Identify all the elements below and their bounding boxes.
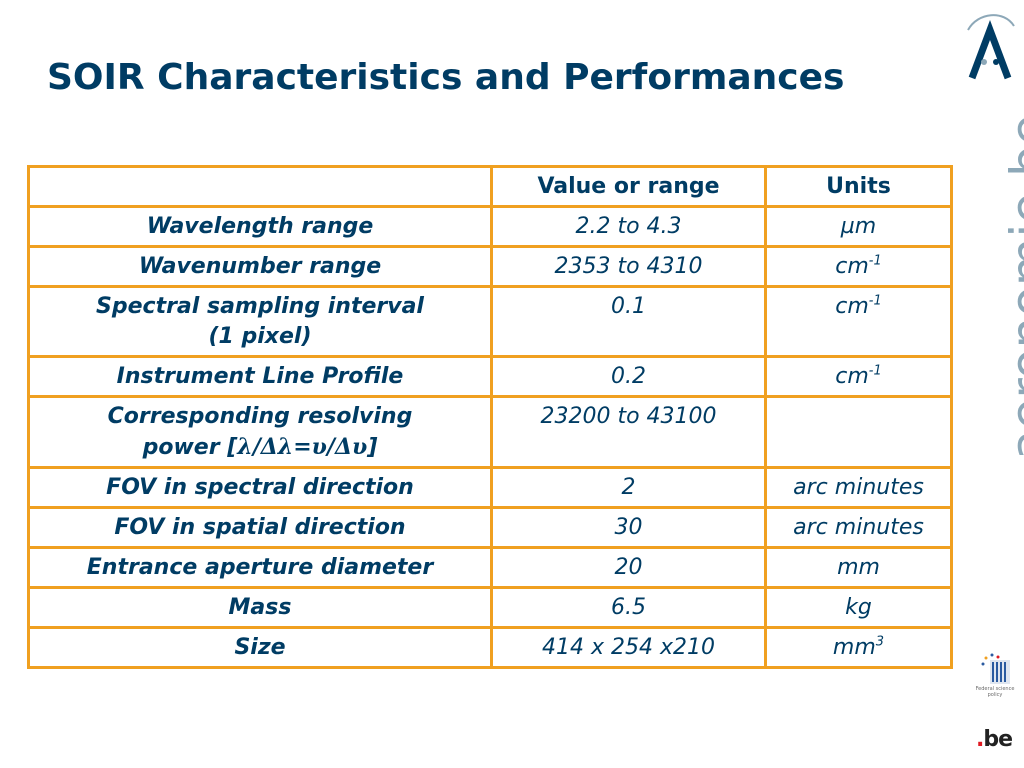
unit-cell: µm: [764, 205, 953, 248]
table-row: FOV in spectral direction 2 arc minutes: [27, 466, 953, 509]
unit-exponent: -1: [868, 253, 882, 269]
unit-cell: kg: [764, 586, 953, 629]
value-cell: 2353 to 4310: [490, 245, 767, 288]
value-cell: 6.5: [490, 586, 767, 629]
resolving-power-formula: λ/Δλ=υ/Δυ: [237, 434, 368, 460]
value-cell: 0.2: [490, 355, 767, 398]
be-logo-icon: .be: [976, 726, 1013, 754]
unit-cell: arc minutes: [764, 466, 953, 509]
table-row: Spectral sampling interval (1 pixel) 0.1 …: [27, 285, 953, 358]
value-cell: 23200 to 43100: [490, 395, 767, 469]
table-row: FOV in spatial direction 30 arc minutes: [27, 506, 953, 549]
header-blank: [27, 165, 493, 208]
unit-text: cm: [835, 254, 869, 279]
param-cell: Corresponding resolving power [λ/Δλ=υ/Δυ]: [27, 395, 493, 469]
unit-exponent: -1: [868, 293, 882, 309]
table-row: Entrance aperture diameter 20 mm: [27, 546, 953, 589]
table-row: Size 414 x 254 x210 mm3: [27, 626, 953, 669]
param-line-2-prefix: power [: [142, 435, 238, 460]
value-cell: 2: [490, 466, 767, 509]
federal-science-policy-logo-icon: [981, 653, 1010, 684]
unit-exponent: 3: [875, 634, 885, 650]
header-value: Value or range: [490, 165, 767, 208]
brand-name: aeronomie: [1000, 192, 1024, 460]
value-cell: 414 x 254 x210: [490, 626, 767, 669]
unit-cell: mm3: [764, 626, 953, 669]
federal-logo-text: Federal science policy: [975, 686, 1015, 698]
be-logo-dot: .: [976, 727, 984, 752]
table-row: Corresponding resolving power [λ/Δλ=υ/Δυ]…: [27, 395, 953, 469]
value-cell: 2.2 to 4.3: [490, 205, 767, 248]
param-line-1: Spectral sampling interval: [96, 294, 424, 319]
value-cell: 0.1: [490, 285, 767, 358]
unit-exponent: -1: [868, 363, 882, 379]
be-logo-text: be: [983, 727, 1013, 752]
unit-cell: cm-1: [764, 285, 953, 358]
unit-cell: arc minutes: [764, 506, 953, 549]
param-cell: Entrance aperture diameter: [27, 546, 493, 589]
param-cell: Instrument Line Profile: [27, 355, 493, 398]
table-row: Instrument Line Profile 0.2 cm-1: [27, 355, 953, 398]
param-cell: Wavenumber range: [27, 245, 493, 288]
param-line-2: (1 pixel): [208, 324, 312, 349]
unit-cell: [764, 395, 953, 469]
value-cell: 20: [490, 546, 767, 589]
table-header-row: Value or range Units: [27, 165, 953, 208]
param-cell: FOV in spatial direction: [27, 506, 493, 549]
param-cell: Wavelength range: [27, 205, 493, 248]
param-line-2-suffix: ]: [367, 435, 378, 460]
table-row: Mass 6.5 kg: [27, 586, 953, 629]
param-cell: Mass: [27, 586, 493, 629]
param-cell: FOV in spectral direction: [27, 466, 493, 509]
unit-text: cm: [835, 294, 869, 319]
param-cell: Size: [27, 626, 493, 669]
aeronomie-a-logo-icon: [967, 14, 1015, 80]
param-cell: Spectral sampling interval (1 pixel): [27, 285, 493, 358]
unit-cell: cm-1: [764, 355, 953, 398]
brand-suffix: be: [1000, 114, 1024, 178]
header-units: Units: [764, 165, 953, 208]
characteristics-table: Value or range Units Wavelength range 2.…: [27, 165, 953, 669]
unit-cell: mm: [764, 546, 953, 589]
unit-cell: cm-1: [764, 245, 953, 288]
page-title: SOIR Characteristics and Performances: [47, 57, 845, 98]
unit-text: mm: [832, 635, 876, 660]
aeronomie-brand-text: aeronomie.be: [1000, 115, 1024, 461]
table-row: Wavelength range 2.2 to 4.3 µm: [27, 205, 953, 248]
brand-dot: .: [1000, 177, 1024, 193]
table-row: Wavenumber range 2353 to 4310 cm-1: [27, 245, 953, 288]
value-cell: 30: [490, 506, 767, 549]
unit-text: cm: [835, 364, 869, 389]
param-line-1: Corresponding resolving: [107, 404, 413, 429]
